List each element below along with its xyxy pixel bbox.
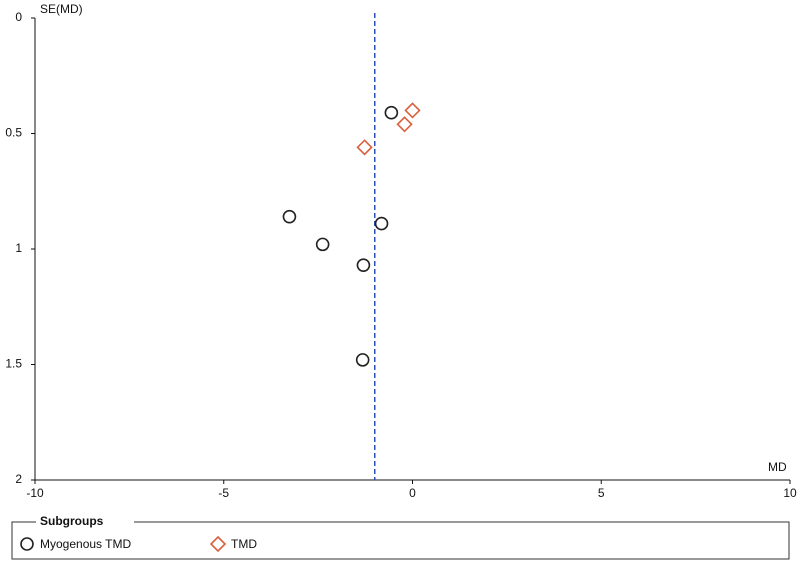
diamond-marker [356,139,373,156]
y-tick-label: 0.5 [5,126,22,140]
legend-title-bg [36,515,134,529]
y-tick-label: 1 [15,241,22,255]
legend-box [11,521,790,560]
x-tick-label: -5 [218,486,229,500]
circle-marker [355,353,370,367]
x-tick-label: 10 [783,486,797,500]
x-tick-label: -10 [26,486,44,500]
y-tick-label: 0 [15,10,22,24]
x-tick-label: 0 [409,486,416,500]
diamond-marker [404,102,421,119]
circle-marker [374,216,389,231]
circle-marker [315,237,330,252]
diamond-marker [209,535,227,553]
legend-title: Subgroups [40,514,104,528]
x-axis-label: MD [768,460,787,474]
y-tick-label: 1.5 [5,357,22,371]
y-tick-label: 2 [15,472,22,486]
circle-marker [384,105,399,120]
x-tick-label: 5 [598,486,605,500]
circle-marker [282,209,297,224]
circle-marker [356,258,371,272]
legend-label: TMD [231,537,257,551]
legend-label: Myogenous TMD [40,537,131,551]
diamond-marker [396,116,413,133]
circle-marker [20,537,34,551]
y-axis-label: SE(MD) [40,2,83,16]
